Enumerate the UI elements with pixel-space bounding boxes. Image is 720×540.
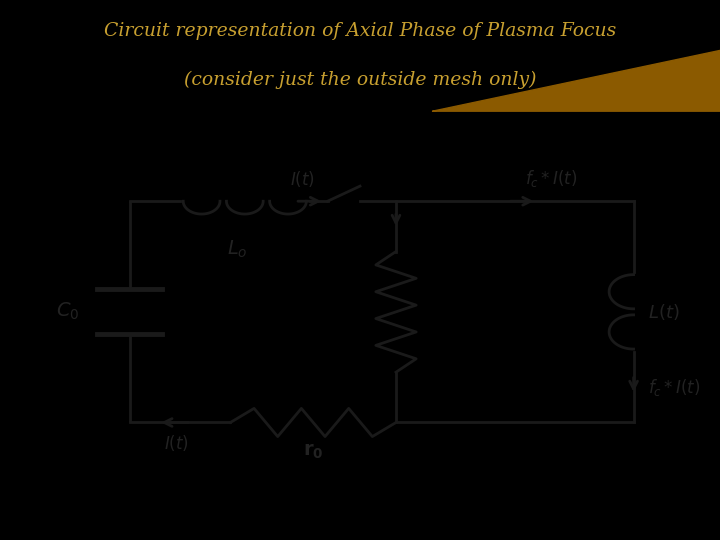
Text: Circuit representation of Axial Phase of Plasma Focus: Circuit representation of Axial Phase of…	[104, 22, 616, 40]
Text: $f_c*I(t)$: $f_c*I(t)$	[525, 167, 577, 188]
Text: $L_o$: $L_o$	[228, 239, 248, 260]
Text: $L(t)$: $L(t)$	[648, 302, 680, 322]
Text: $I(t)$: $I(t)$	[164, 433, 189, 453]
Text: $C_0$: $C_0$	[56, 301, 79, 322]
Text: (consider just the outside mesh only): (consider just the outside mesh only)	[184, 71, 536, 89]
Text: $I(t)$: $I(t)$	[290, 168, 315, 188]
Text: $f_c*I(t)$: $f_c*I(t)$	[648, 377, 701, 398]
Text: $\mathbf{r_0}$: $\mathbf{r_0}$	[303, 442, 323, 461]
